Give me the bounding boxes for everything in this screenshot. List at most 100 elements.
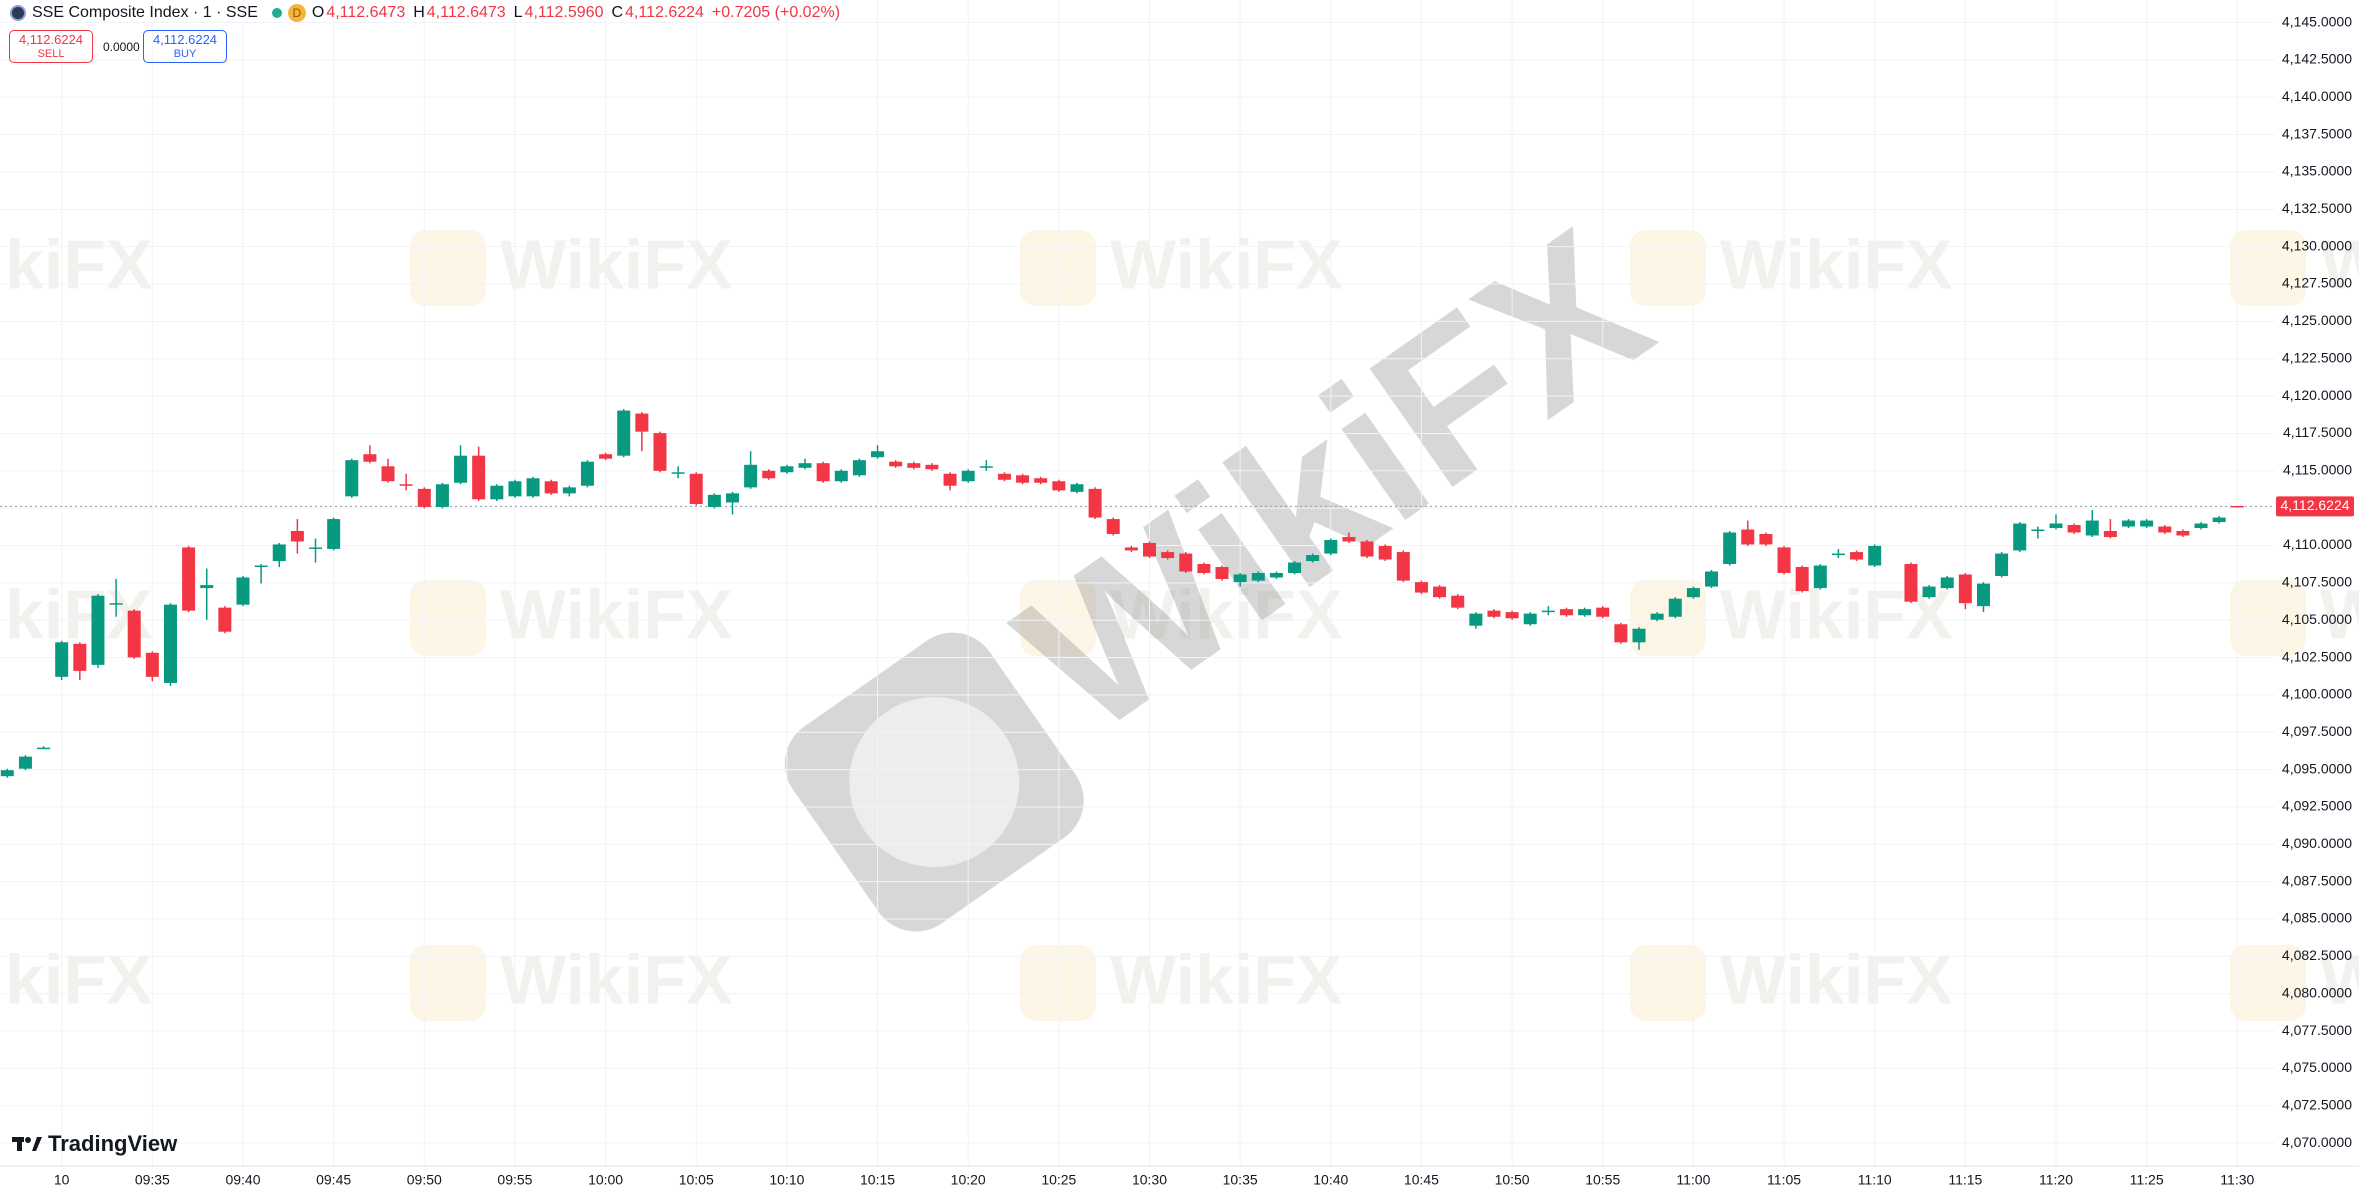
watermark: WikiFX — [500, 225, 733, 303]
candle-body — [744, 464, 758, 488]
watermark-logo — [2230, 580, 2306, 656]
candle-body — [1215, 567, 1229, 579]
candle-body — [109, 603, 123, 605]
candle-body — [852, 460, 866, 476]
candle-body — [979, 466, 993, 468]
candle-body — [907, 463, 921, 468]
candle-body — [671, 472, 685, 474]
candle-body — [254, 565, 268, 568]
y-tick-label: 4,070.0000 — [2282, 1134, 2352, 1150]
market-status — [271, 8, 282, 18]
candle-body — [472, 455, 486, 500]
candle-body — [653, 433, 667, 471]
y-tick-label: 4,122.5000 — [2282, 349, 2352, 365]
watermark: WikiFX — [0, 940, 153, 1018]
x-tick-label: 10:50 — [1495, 1172, 1530, 1188]
y-tick-label: 4,107.5000 — [2282, 574, 2352, 590]
candles — [0, 409, 2244, 778]
candle-body — [816, 463, 830, 482]
x-tick-label: 11:05 — [1767, 1172, 1801, 1188]
candle-body — [726, 493, 739, 503]
candle-body — [1668, 598, 1682, 617]
candle-body — [889, 461, 903, 467]
candle-body — [309, 547, 323, 549]
chart-title[interactable]: SSE Composite Index · 1 · SSE — [32, 4, 258, 21]
y-tick-label: 4,127.5000 — [2282, 275, 2352, 291]
candle-body — [1505, 612, 1519, 619]
candle-body — [2122, 520, 2136, 527]
candle-body — [490, 485, 504, 500]
x-tick-label: 10:40 — [1313, 1172, 1348, 1188]
candle-body — [780, 466, 794, 473]
y-tick-label: 4,072.5000 — [2282, 1096, 2352, 1112]
buy-label: BUY — [173, 48, 197, 60]
x-tick-label: 10:10 — [769, 1172, 804, 1188]
x-tick-label: 10:55 — [1585, 1172, 1620, 1188]
watermark-logo — [849, 697, 1020, 868]
y-tick-label: 4,082.5000 — [2282, 947, 2352, 963]
candle-body — [1052, 481, 1066, 491]
candle-body — [1559, 609, 1573, 616]
y-tick-label: 4,097.5000 — [2282, 723, 2352, 739]
last-price-label: 4,112.6224 — [2280, 497, 2349, 513]
watermark: WikiFX — [1110, 940, 1343, 1018]
symbol-header: SSE Composite Index · 1 · SSE D O 4,112.6… — [10, 4, 840, 22]
x-tick-label: 10:45 — [1404, 1172, 1439, 1188]
candle-body — [1016, 475, 1030, 483]
watermark-logo — [1020, 580, 1096, 656]
candle-body — [2067, 525, 2081, 533]
buy-price: 4,112.6224 — [152, 32, 218, 47]
close-value: 4,112.6224 — [625, 4, 704, 21]
candle-body — [1342, 536, 1356, 542]
candle-body — [1360, 541, 1374, 557]
x-tick-label: 10:05 — [679, 1172, 714, 1188]
candle-body — [1578, 609, 1592, 616]
watermark: WikiFX — [1110, 575, 1343, 653]
ohlc: O 4,112.6473 H 4,112.6473 L 4,112.5960 C 4,1… — [312, 4, 840, 22]
candle-body — [1614, 624, 1628, 643]
y-tick-label: 4,140.0000 — [2282, 88, 2352, 104]
watermark-logo — [410, 580, 486, 656]
brand[interactable]: TradingView — [12, 1131, 177, 1157]
candle-body — [182, 547, 196, 611]
candle-body — [1958, 574, 1972, 604]
y-tick-label: 4,100.0000 — [2282, 686, 2352, 702]
candle-body — [2140, 520, 2154, 527]
candle-body — [1759, 533, 1773, 545]
candle-body — [435, 484, 449, 507]
x-tick-label: 09:40 — [225, 1172, 260, 1188]
x-tick-label: 11:15 — [1948, 1172, 1982, 1188]
candle-body — [599, 454, 613, 459]
sell-button[interactable]: 4,112.6224 SELL — [9, 30, 93, 63]
candle-body — [73, 643, 87, 671]
candle-body — [1523, 613, 1537, 625]
candle-body — [145, 652, 159, 677]
x-tick-label: 10:35 — [1223, 1172, 1258, 1188]
watermark: WikiFX — [1110, 225, 1343, 303]
y-tick-label: 4,115.0000 — [2283, 461, 2352, 477]
candle-body — [1124, 547, 1138, 551]
watermark: WikiFX — [2320, 575, 2359, 653]
low-label: L — [513, 4, 523, 21]
candle-body — [417, 488, 431, 507]
y-tick-label: 4,080.0000 — [2282, 984, 2352, 1000]
candle-body — [1414, 582, 1428, 593]
buy-button[interactable]: 4,112.6224 BUY — [143, 30, 227, 63]
candle-body — [1034, 478, 1048, 483]
candle-body — [127, 610, 141, 658]
candle-body — [381, 466, 395, 482]
candle-body — [1777, 547, 1791, 573]
candle-body — [1070, 484, 1084, 492]
candle-body — [1288, 562, 1302, 573]
candle-body — [1324, 539, 1338, 554]
candle-body — [1179, 553, 1193, 572]
candle-body — [290, 531, 304, 542]
symbol-icon — [10, 5, 26, 21]
badge: D — [287, 4, 306, 22]
candle-body — [236, 577, 250, 605]
candle-body — [1469, 613, 1483, 626]
y-tick-label: 4,137.5000 — [2282, 125, 2352, 141]
watermark: WikiFX — [500, 575, 733, 653]
watermark: WikiFX — [1720, 940, 1953, 1018]
